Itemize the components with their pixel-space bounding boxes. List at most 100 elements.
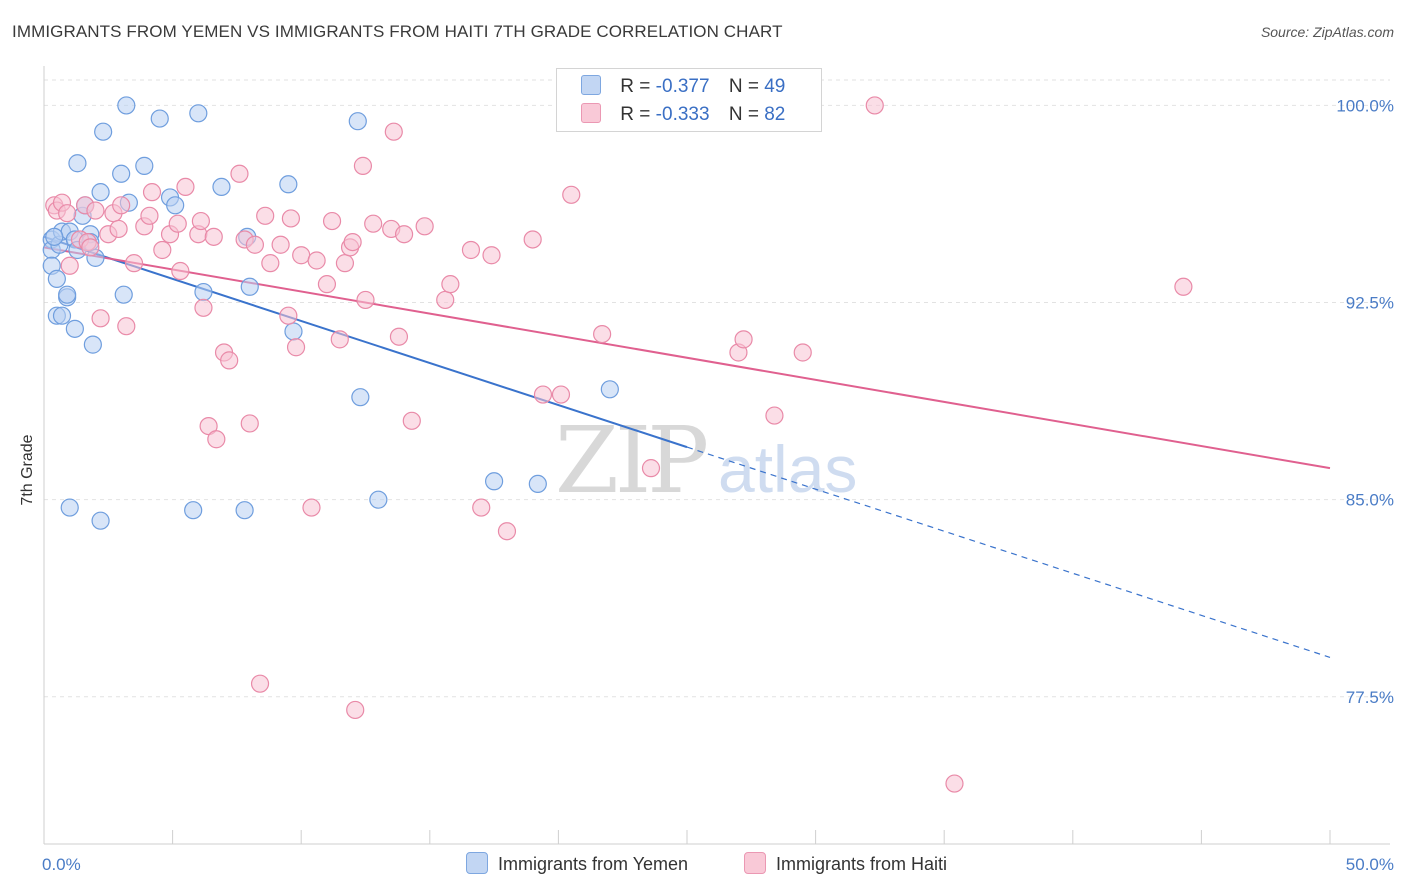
point-haiti — [58, 204, 77, 223]
point-haiti — [945, 774, 964, 793]
trend-line-yemen — [43, 235, 688, 449]
point-haiti — [302, 498, 321, 517]
point-yemen — [194, 282, 213, 302]
point-yemen — [528, 474, 547, 494]
point-haiti — [271, 235, 290, 254]
point-yemen — [114, 285, 133, 304]
point-yemen — [369, 490, 388, 509]
legend-n-label: N = — [728, 104, 759, 125]
watermark-atlas: atlas — [718, 432, 857, 506]
point-yemen — [94, 122, 113, 141]
bottom-legend-swatch-haiti — [744, 852, 766, 874]
point-haiti — [261, 254, 280, 273]
point-yemen — [189, 104, 208, 123]
point-haiti — [220, 351, 239, 370]
point-haiti — [140, 206, 159, 225]
point-haiti — [60, 256, 79, 275]
point-yemen — [351, 388, 370, 407]
watermark: ZIP atlas — [555, 407, 857, 514]
point-haiti — [593, 324, 612, 344]
trend-lines — [43, 235, 1331, 658]
tick-labels: 77.5% 85.0% 92.5% 100.0% 0.0% 50.0% — [42, 96, 1394, 874]
point-yemen — [240, 277, 259, 296]
legend-r-value-haiti: -0.333 — [655, 104, 710, 125]
point-yemen — [52, 306, 72, 325]
point-yemen — [284, 322, 303, 341]
point-haiti — [250, 674, 270, 693]
point-haiti — [207, 430, 226, 449]
point-yemen — [166, 196, 185, 215]
watermark-zip: ZIP — [555, 407, 706, 514]
point-yemen — [485, 472, 504, 491]
point-haiti — [240, 414, 259, 433]
point-haiti — [191, 211, 210, 231]
point-yemen — [135, 156, 154, 175]
legend-swatch-yemen — [581, 75, 601, 95]
point-haiti — [81, 238, 100, 257]
point-haiti — [153, 240, 172, 260]
point-haiti — [124, 254, 144, 273]
point-haiti — [734, 330, 753, 349]
bottom-legend-yemen: Immigrants from Yemen — [466, 852, 688, 875]
point-yemen — [83, 335, 102, 354]
point-yemen — [58, 285, 77, 304]
series-yemen — [42, 96, 619, 530]
point-haiti — [204, 227, 223, 246]
trend-line-yemen-extrapolated — [686, 446, 1331, 658]
point-haiti — [194, 298, 213, 317]
legend-r-label: R = — [620, 76, 651, 97]
point-yemen — [47, 269, 66, 288]
y-tick-label: 100.0% — [1336, 96, 1394, 115]
point-haiti — [346, 700, 365, 720]
point-haiti — [482, 246, 501, 265]
point-haiti — [472, 498, 491, 517]
point-haiti — [279, 306, 298, 325]
point-yemen — [600, 380, 619, 399]
point-haiti — [322, 211, 342, 231]
point-haiti — [292, 246, 311, 265]
legend-row-yemen: R = -0.377 N = 49 — [581, 75, 785, 99]
point-haiti — [256, 206, 275, 225]
point-haiti — [317, 275, 337, 294]
point-haiti — [353, 156, 373, 175]
point-haiti — [551, 385, 571, 404]
point-yemen — [91, 511, 110, 530]
point-haiti — [330, 330, 349, 349]
point-haiti — [441, 275, 460, 294]
point-haiti — [245, 235, 265, 254]
point-haiti — [533, 385, 553, 404]
point-haiti — [343, 233, 362, 252]
legend-r-value-yemen: -0.377 — [655, 76, 710, 97]
point-yemen — [45, 227, 64, 246]
x-tick-label: 50.0% — [1346, 855, 1394, 874]
point-haiti — [461, 240, 481, 260]
point-yemen — [235, 501, 254, 520]
point-haiti — [286, 338, 306, 357]
point-haiti — [384, 122, 403, 141]
legend-swatch-haiti — [581, 103, 601, 123]
point-yemen — [348, 112, 367, 131]
y-tick-label: 77.5% — [1346, 688, 1394, 707]
point-haiti — [394, 225, 414, 244]
point-haiti — [112, 196, 131, 215]
series-haiti — [45, 96, 1193, 793]
data-points — [42, 96, 1193, 793]
point-haiti — [171, 261, 190, 281]
legend-r-label: R = — [620, 104, 651, 125]
point-haiti — [497, 522, 517, 541]
legend-n-value-yemen: 49 — [764, 76, 786, 97]
point-haiti — [168, 214, 187, 233]
point-haiti — [389, 327, 409, 346]
stats-legend: R = -0.377 N = 49 R = -0.333 N = 82 — [556, 68, 822, 132]
point-haiti — [793, 343, 812, 362]
point-haiti — [415, 217, 434, 236]
point-haiti — [865, 96, 884, 115]
legend-n-value-haiti: 82 — [764, 104, 786, 125]
point-yemen — [68, 154, 87, 173]
y-tick-label: 92.5% — [1346, 294, 1394, 313]
point-haiti — [364, 214, 383, 233]
point-yemen — [212, 177, 231, 197]
point-haiti — [86, 201, 105, 220]
chart-title: IMMIGRANTS FROM YEMEN VS IMMIGRANTS FROM… — [12, 22, 783, 41]
